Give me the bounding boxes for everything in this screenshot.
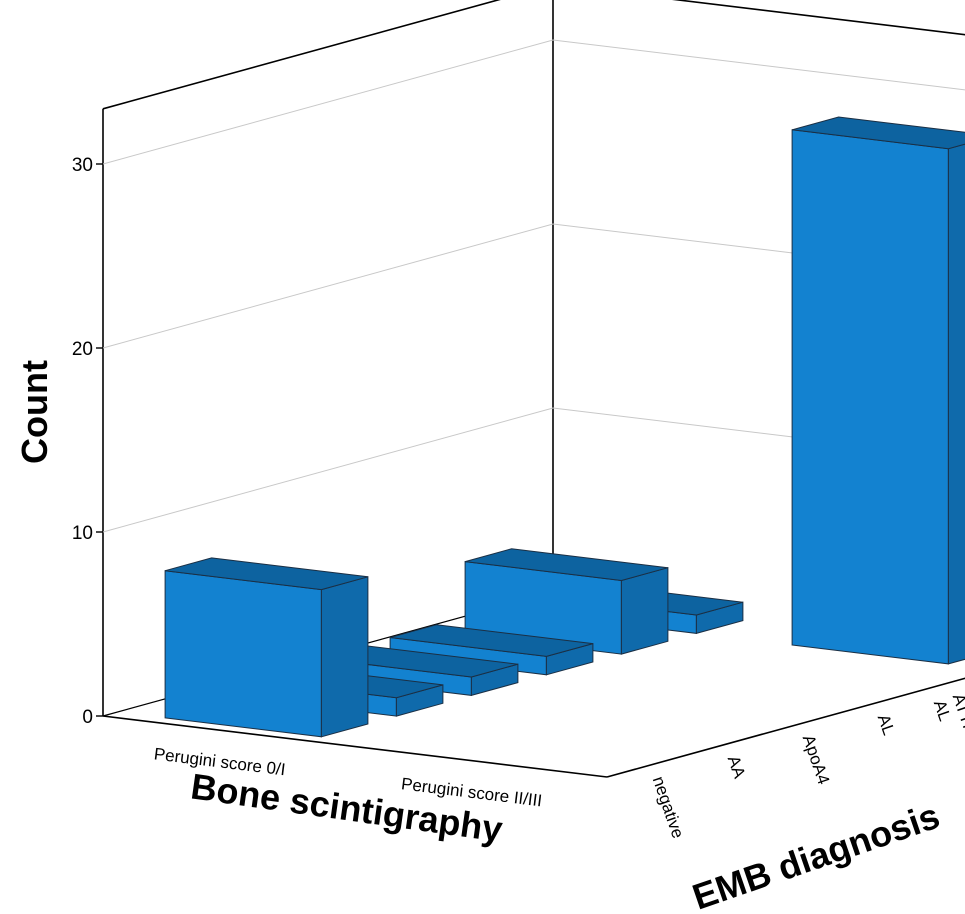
y-tick-label-text: AA [724,753,750,781]
z-axis-title: Count [14,360,55,464]
y-tick-label: ApoA4 [799,732,834,786]
y-tick-label-text: AL [874,712,899,738]
y-tick-label-text: ATTR + [949,691,965,752]
z-tick-label: 10 [72,523,93,544]
bar [164,557,369,738]
z-tick-label: 20 [72,339,93,360]
y-axis-line [606,677,965,778]
bar-side-face [947,143,965,665]
x-axis-line [102,715,608,778]
bar [464,548,669,655]
bar-front-face [791,129,949,665]
wall-top-edge [102,0,501,110]
wall-top-edge-right [671,0,965,36]
bar-top-face [791,116,965,150]
bar-side-face [620,567,669,655]
z-tick-label: 30 [72,155,93,176]
gridline [102,39,965,165]
bar-front-face [164,570,322,738]
y-axis-title: EMB diagnosis [687,795,944,914]
y-tick-label-text: ApoA4 [799,732,834,786]
bar-top-face [464,548,669,582]
y-tick-label: AA [724,753,750,781]
bar-top-face [164,557,369,591]
y-tick-label: AL [874,712,899,738]
y-tick-label: ATTR +AL [930,691,965,752]
chart-bars [164,116,965,738]
z-tick-label: 0 [82,707,93,728]
y-tick-label: negative [649,774,688,841]
bar-top-face [389,624,594,657]
x-axis-title: Bone scintigraphy [188,765,505,849]
bar [791,116,965,665]
bar-side-face [320,576,369,738]
y-tick-label-text: negative [649,774,688,841]
